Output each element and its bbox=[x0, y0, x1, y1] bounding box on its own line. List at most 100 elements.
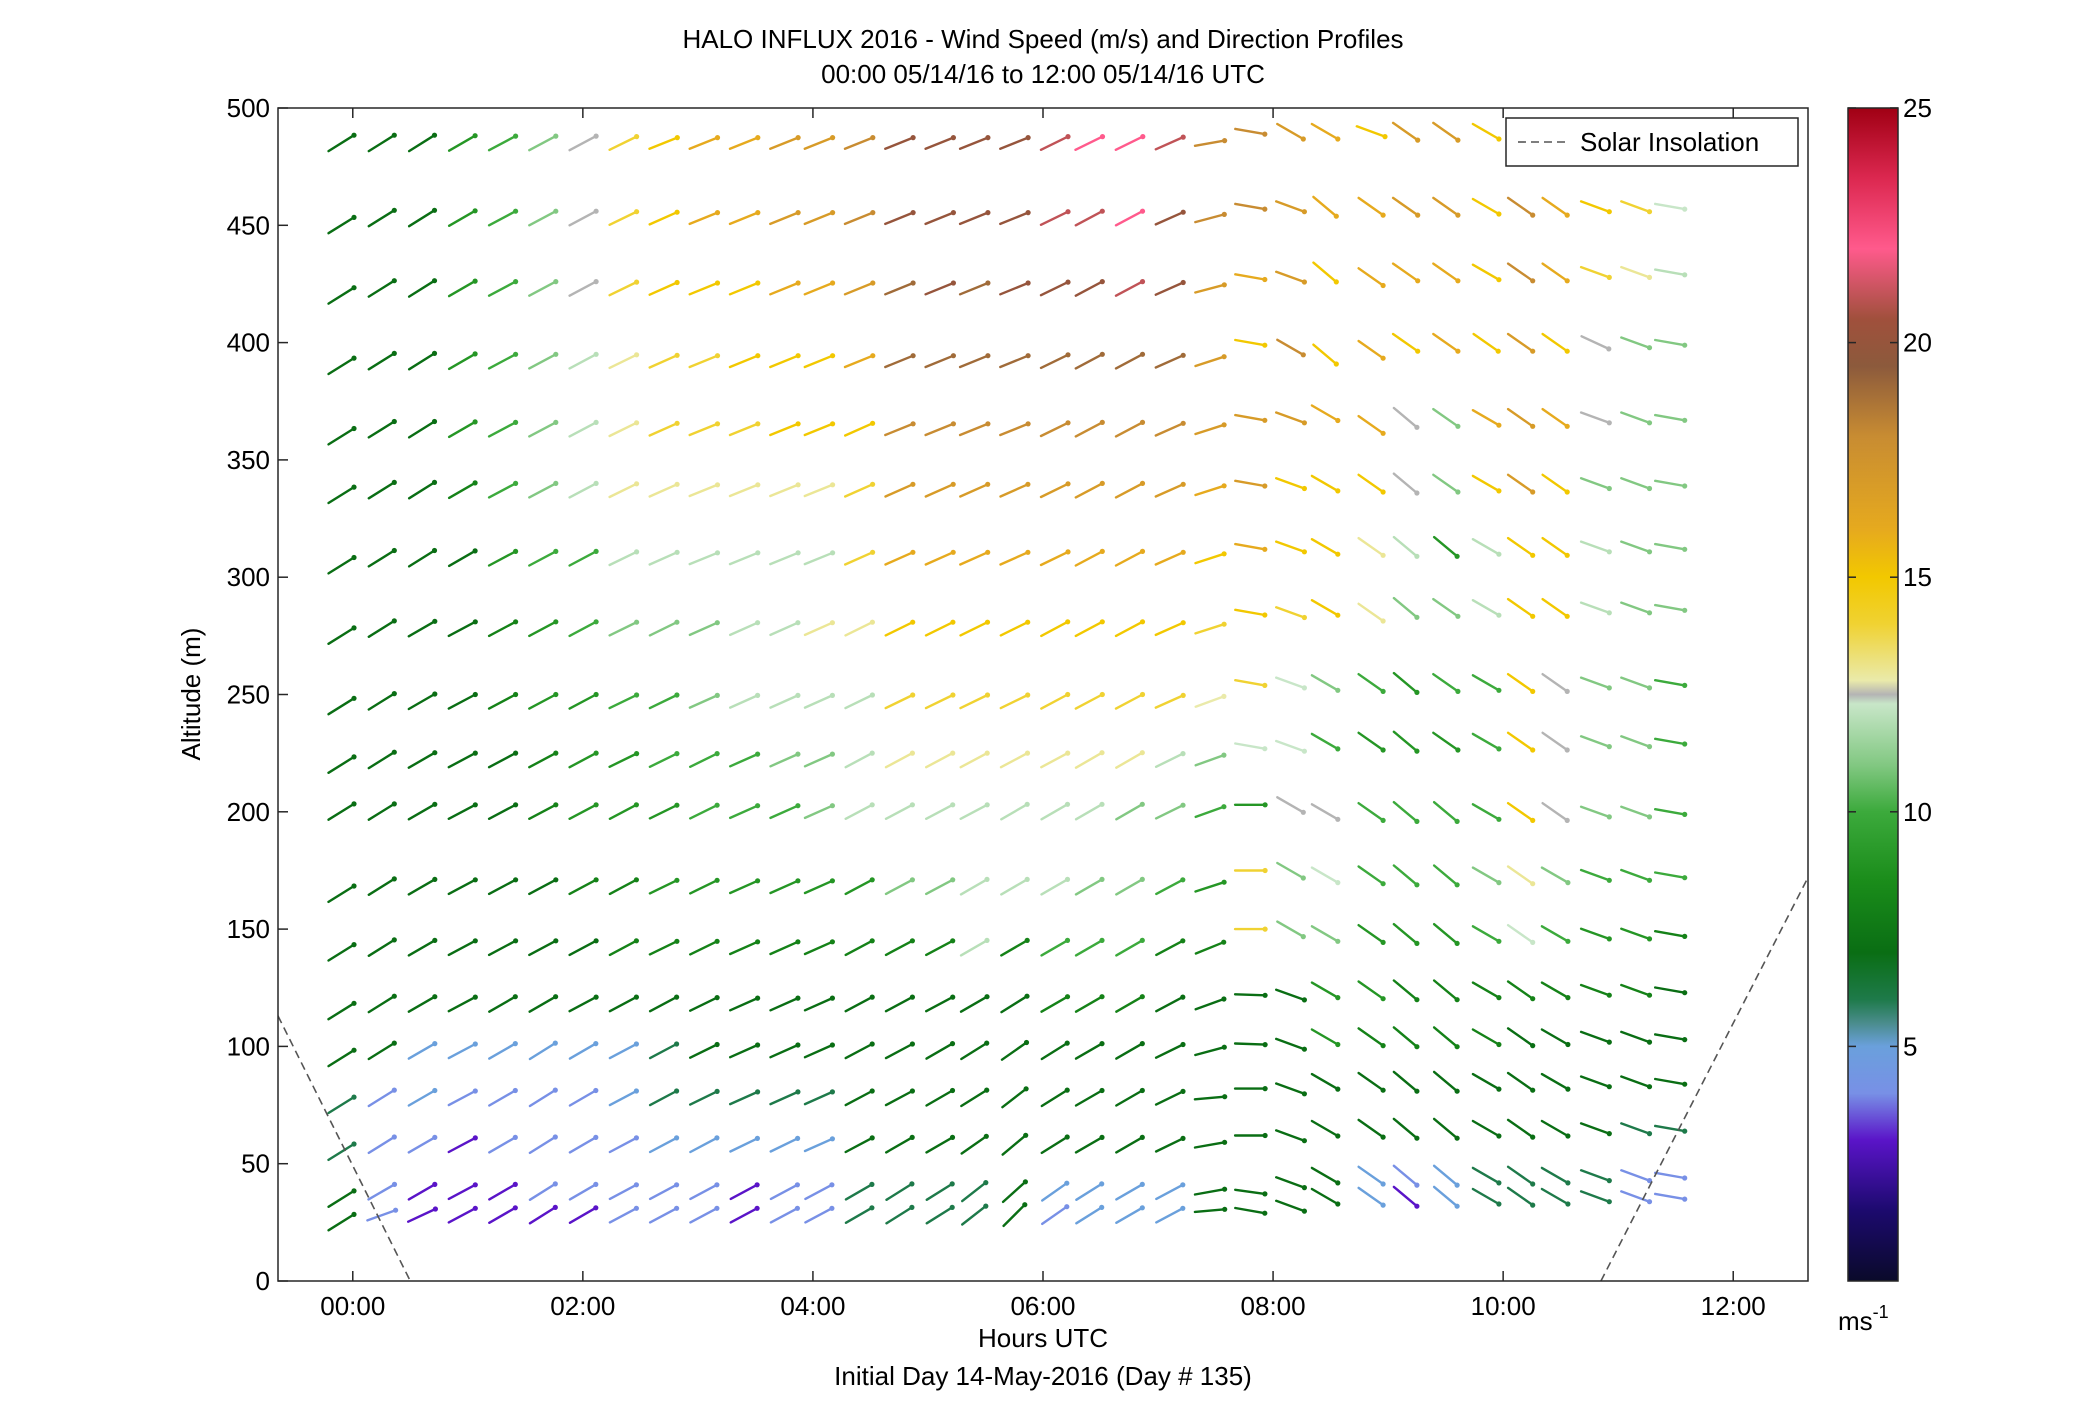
wind-arrow-head bbox=[869, 994, 875, 1000]
wind-arrow-head bbox=[1335, 1201, 1341, 1207]
wind-arrow bbox=[447, 995, 477, 1013]
wind-arrow bbox=[999, 281, 1030, 296]
wind-arrow bbox=[1620, 540, 1651, 553]
wind-arrow bbox=[367, 279, 396, 298]
wind-arrow-head bbox=[1064, 937, 1071, 944]
wind-arrow-head bbox=[1496, 1041, 1502, 1048]
wind-arrow bbox=[884, 878, 914, 896]
wind-arrow bbox=[804, 1183, 834, 1201]
wind-arrow bbox=[803, 354, 834, 369]
wind-arrow bbox=[1039, 135, 1070, 152]
wind-arrow bbox=[1432, 673, 1460, 693]
wind-arrow bbox=[367, 549, 396, 568]
wind-arrow-head bbox=[909, 1204, 915, 1210]
wind-arrow-head bbox=[1262, 276, 1268, 283]
wind-arrow-head bbox=[1262, 1086, 1268, 1092]
wind-arrow-head bbox=[1530, 278, 1536, 284]
wind-arrow bbox=[1155, 939, 1185, 957]
wind-arrow bbox=[689, 752, 719, 768]
wind-arrow bbox=[1234, 679, 1267, 687]
wind-arrow-head bbox=[1454, 553, 1460, 559]
wind-arrow bbox=[925, 995, 954, 1013]
solar-insolation-line bbox=[1600, 877, 1808, 1281]
wind-arrow bbox=[648, 281, 679, 296]
wind-arrow-head bbox=[593, 419, 599, 425]
wind-arrow bbox=[1039, 421, 1070, 438]
wind-arrow bbox=[1274, 1176, 1306, 1189]
wind-arrow bbox=[1000, 1041, 1028, 1061]
wind-arrow bbox=[608, 939, 638, 957]
wind-arrow-head bbox=[593, 691, 599, 698]
wind-arrow bbox=[608, 421, 638, 438]
wind-arrow-head bbox=[391, 937, 397, 943]
wind-arrow bbox=[1355, 125, 1387, 138]
wind-arrow bbox=[1310, 404, 1340, 422]
wind-arrow bbox=[608, 693, 638, 710]
wind-arrow bbox=[1653, 603, 1686, 612]
wind-arrow bbox=[367, 420, 396, 439]
wind-arrow-head bbox=[1380, 1043, 1386, 1049]
wind-arrow-head bbox=[950, 549, 956, 555]
wind-arrow bbox=[1001, 1180, 1027, 1204]
wind-arrow bbox=[1471, 474, 1501, 493]
wind-arrow-head bbox=[634, 692, 640, 698]
wind-arrow-head bbox=[985, 353, 991, 359]
wind-arrow bbox=[1471, 803, 1501, 821]
wind-arrow-head bbox=[909, 802, 916, 808]
wind-arrow-head bbox=[869, 1135, 875, 1141]
wind-arrow bbox=[1579, 1190, 1611, 1203]
wind-arrow-head bbox=[553, 994, 559, 1000]
wind-arrow-head bbox=[984, 619, 991, 625]
wind-arrow-head bbox=[1180, 420, 1186, 426]
wind-arrow bbox=[1234, 608, 1267, 617]
wind-arrow-head bbox=[1301, 685, 1307, 691]
wind-arrow bbox=[648, 1089, 678, 1107]
wind-arrow bbox=[1040, 1135, 1069, 1155]
wind-arrow-head bbox=[1301, 209, 1307, 215]
wind-arrow bbox=[729, 1137, 759, 1153]
wind-arrow-head bbox=[829, 1136, 836, 1142]
wind-arrow-head bbox=[1099, 876, 1105, 883]
wind-arrow bbox=[1506, 332, 1534, 353]
wind-arrow bbox=[1115, 939, 1144, 957]
wind-arrow bbox=[487, 482, 517, 499]
wind-arrow-head bbox=[351, 1047, 357, 1053]
wind-arrow-head bbox=[1180, 938, 1186, 944]
wind-arrow bbox=[1392, 472, 1419, 495]
wind-arrow bbox=[648, 804, 679, 820]
wind-arrow-head bbox=[1454, 997, 1460, 1003]
wind-arrow-head bbox=[755, 1042, 761, 1048]
wind-arrow-head bbox=[593, 1041, 599, 1047]
wind-arrow-head bbox=[714, 135, 721, 141]
wind-arrow-head bbox=[1301, 1185, 1307, 1191]
wind-arrow-head bbox=[1530, 817, 1536, 824]
x-axis-label: Hours UTC bbox=[978, 1323, 1108, 1353]
wind-arrow-head bbox=[1530, 348, 1536, 354]
wind-arrow-head bbox=[714, 1182, 720, 1188]
wind-arrow-head bbox=[674, 1182, 680, 1188]
wind-arrow bbox=[488, 1183, 517, 1201]
wind-arrow bbox=[1310, 732, 1340, 751]
wind-arrow-head bbox=[1682, 342, 1688, 348]
y-tick-label: 350 bbox=[227, 445, 270, 475]
wind-arrow-head bbox=[795, 1135, 801, 1141]
wind-arrow-head bbox=[1414, 940, 1420, 947]
wind-arrow-head bbox=[593, 938, 599, 944]
wind-arrow bbox=[688, 551, 719, 566]
wind-arrow-head bbox=[1414, 1182, 1420, 1188]
wind-arrow bbox=[1357, 267, 1385, 287]
wind-arrow bbox=[1234, 273, 1267, 281]
wind-arrow bbox=[769, 621, 800, 637]
wind-arrow-head bbox=[1530, 939, 1536, 946]
wind-arrow-head bbox=[351, 754, 357, 760]
wind-arrow bbox=[1075, 1182, 1103, 1202]
wind-arrow-head bbox=[1495, 348, 1501, 354]
wind-arrow-head bbox=[1530, 688, 1536, 695]
wind-arrow-head bbox=[985, 135, 991, 141]
wind-arrow bbox=[1471, 538, 1501, 556]
wind-arrow bbox=[528, 693, 557, 710]
wind-arrow-head bbox=[1335, 417, 1341, 424]
wind-arrow-head bbox=[351, 883, 357, 889]
wind-arrow bbox=[1471, 925, 1501, 943]
wind-arrow bbox=[1194, 283, 1226, 294]
